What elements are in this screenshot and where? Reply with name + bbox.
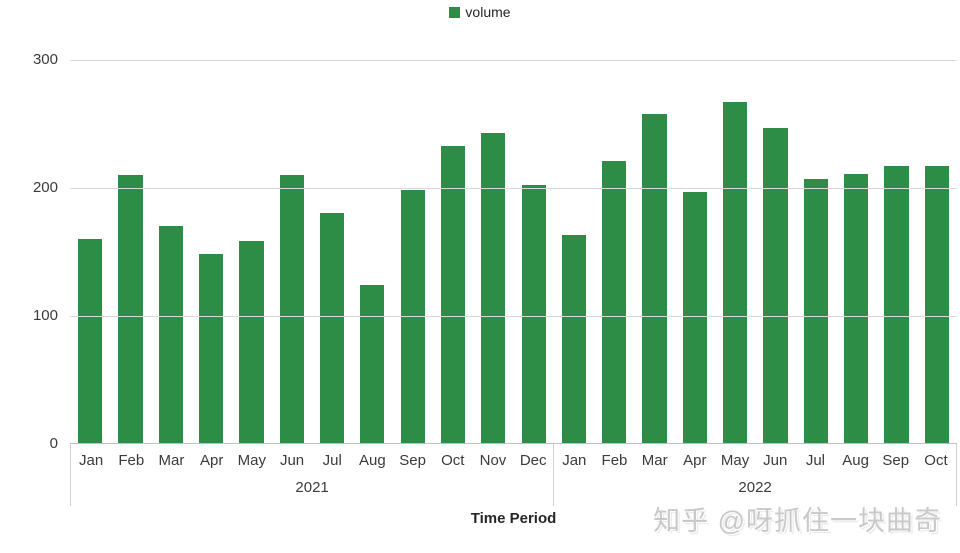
month-label-2022-Jun: Jun [763, 451, 788, 469]
legend-label: volume [465, 4, 511, 20]
y-tick-label-300: 300 [32, 51, 58, 68]
month-label-2022-Feb: Feb [601, 451, 628, 469]
month-label-2022-Aug: Aug [842, 451, 869, 469]
bar-2021-Jan [78, 238, 103, 443]
plot-area [70, 60, 957, 444]
bar-slot-2021-Jan [70, 60, 110, 443]
month-label-2021-Apr: Apr [199, 451, 224, 469]
months-row-2022: Jan Feb Mar Apr May Jun Jul Aug Sep Oct [554, 444, 956, 476]
months-row-2021: Jan Feb Mar Apr May Jun Jul Aug Sep Oct Nov Dec [71, 444, 553, 476]
bar-slot-2022-Sep [876, 60, 916, 443]
bar-2022-Apr [682, 191, 707, 443]
bar-slot-2022-Feb [594, 60, 634, 443]
year-group-2021: Jan Feb Mar Apr May Jun Jul Aug Sep Oct Nov Dec 2021 [70, 444, 555, 506]
bar-slot-2021-Apr [191, 60, 231, 443]
y-tick-label-100: 100 [32, 307, 58, 324]
bar-slot-2022-Aug [836, 60, 876, 443]
bar-2022-Mar [642, 113, 667, 443]
month-label-2021-Jan: Jan [79, 451, 104, 469]
bar-2021-Nov [481, 132, 506, 443]
chart-legend: volume [0, 4, 960, 20]
bar-slot-2021-May [231, 60, 271, 443]
month-label-2021-Dec: Dec [519, 451, 547, 469]
bar-2021-Apr [199, 254, 224, 443]
bar-slot-2022-May [715, 60, 755, 443]
bar-2022-Jun [763, 127, 788, 443]
month-label-2021-Nov: Nov [479, 451, 507, 469]
month-label-2022-Jan: Jan [562, 451, 587, 469]
bar-slot-2022-Apr [675, 60, 715, 443]
month-label-2021-Sep: Sep [399, 451, 426, 469]
y-tick-label-200: 200 [32, 179, 58, 196]
bar-2022-Feb [602, 160, 627, 443]
gridline-200 [70, 188, 957, 189]
bar-2021-Aug [360, 284, 385, 443]
year-label-2021: 2021 [295, 479, 329, 496]
bar-2021-May [239, 241, 264, 443]
bar-2021-Mar [158, 225, 183, 443]
month-label-2021-Aug: Aug [359, 451, 386, 469]
month-label-2021-Feb: Feb [118, 451, 145, 469]
bar-2022-May [723, 102, 748, 443]
bar-slot-2021-Sep [393, 60, 433, 443]
bar-slot-2022-Jul [796, 60, 836, 443]
year-label-2022: 2022 [738, 479, 772, 496]
gridline-100 [70, 316, 957, 317]
bar-slot-2021-Oct [433, 60, 473, 443]
bar-slot-2021-Nov [473, 60, 513, 443]
month-label-2021-Jun: Jun [279, 451, 305, 469]
bar-slot-2022-Jan [554, 60, 594, 443]
bar-2022-Jan [561, 234, 586, 443]
bar-2022-Oct [924, 165, 949, 443]
bar-2021-Feb [118, 174, 143, 443]
bar-slot-2022-Mar [634, 60, 674, 443]
bar-slot-2021-Aug [352, 60, 392, 443]
month-label-2022-Jul: Jul [805, 451, 825, 469]
legend-swatch-icon [449, 6, 461, 18]
bar-2021-Jun [279, 174, 304, 443]
year-group-2022: Jan Feb Mar Apr May Jun Jul Aug Sep Oct 2022 [554, 444, 957, 506]
bar-2021-Oct [440, 145, 466, 443]
bar-2022-Aug [844, 173, 869, 443]
bar-slot-2021-Mar [151, 60, 191, 443]
gridline-300 [70, 60, 957, 61]
month-label-2022-Mar: Mar [641, 451, 668, 469]
watermark: 知乎 @呀抓住一块曲奇 [653, 506, 942, 536]
bar-2022-Jul [803, 178, 828, 443]
month-label-2021-Oct: Oct [441, 451, 465, 469]
bar-slot-2021-Feb [110, 60, 150, 443]
bar-slot-2022-Jun [755, 60, 795, 443]
x-axis-title: Time Period [470, 510, 557, 527]
bar-2021-Dec [521, 185, 546, 443]
month-label-2022-Oct: Oct [924, 451, 948, 469]
month-label-2022-May: May [720, 451, 750, 469]
month-label-2021-Mar: Mar [158, 451, 185, 469]
bar-slot-2022-Oct [917, 60, 957, 443]
bar-slot-2021-Jun [272, 60, 312, 443]
month-label-2022-Apr: Apr [683, 451, 707, 469]
bar-slot-2021-Dec [513, 60, 553, 443]
bar-2022-Sep [884, 165, 909, 443]
y-tick-label-0: 0 [49, 435, 58, 452]
x-axis: Jan Feb Mar Apr May Jun Jul Aug Sep Oct Nov Dec 2021… [70, 444, 957, 506]
month-label-2022-Sep: Sep [882, 451, 910, 469]
bar-2021-Jul [319, 213, 345, 443]
bars-container [70, 60, 957, 443]
month-label-2021-Jul: Jul [322, 451, 342, 469]
month-label-2021-May: May [237, 451, 267, 469]
bar-slot-2021-Jul [312, 60, 352, 443]
